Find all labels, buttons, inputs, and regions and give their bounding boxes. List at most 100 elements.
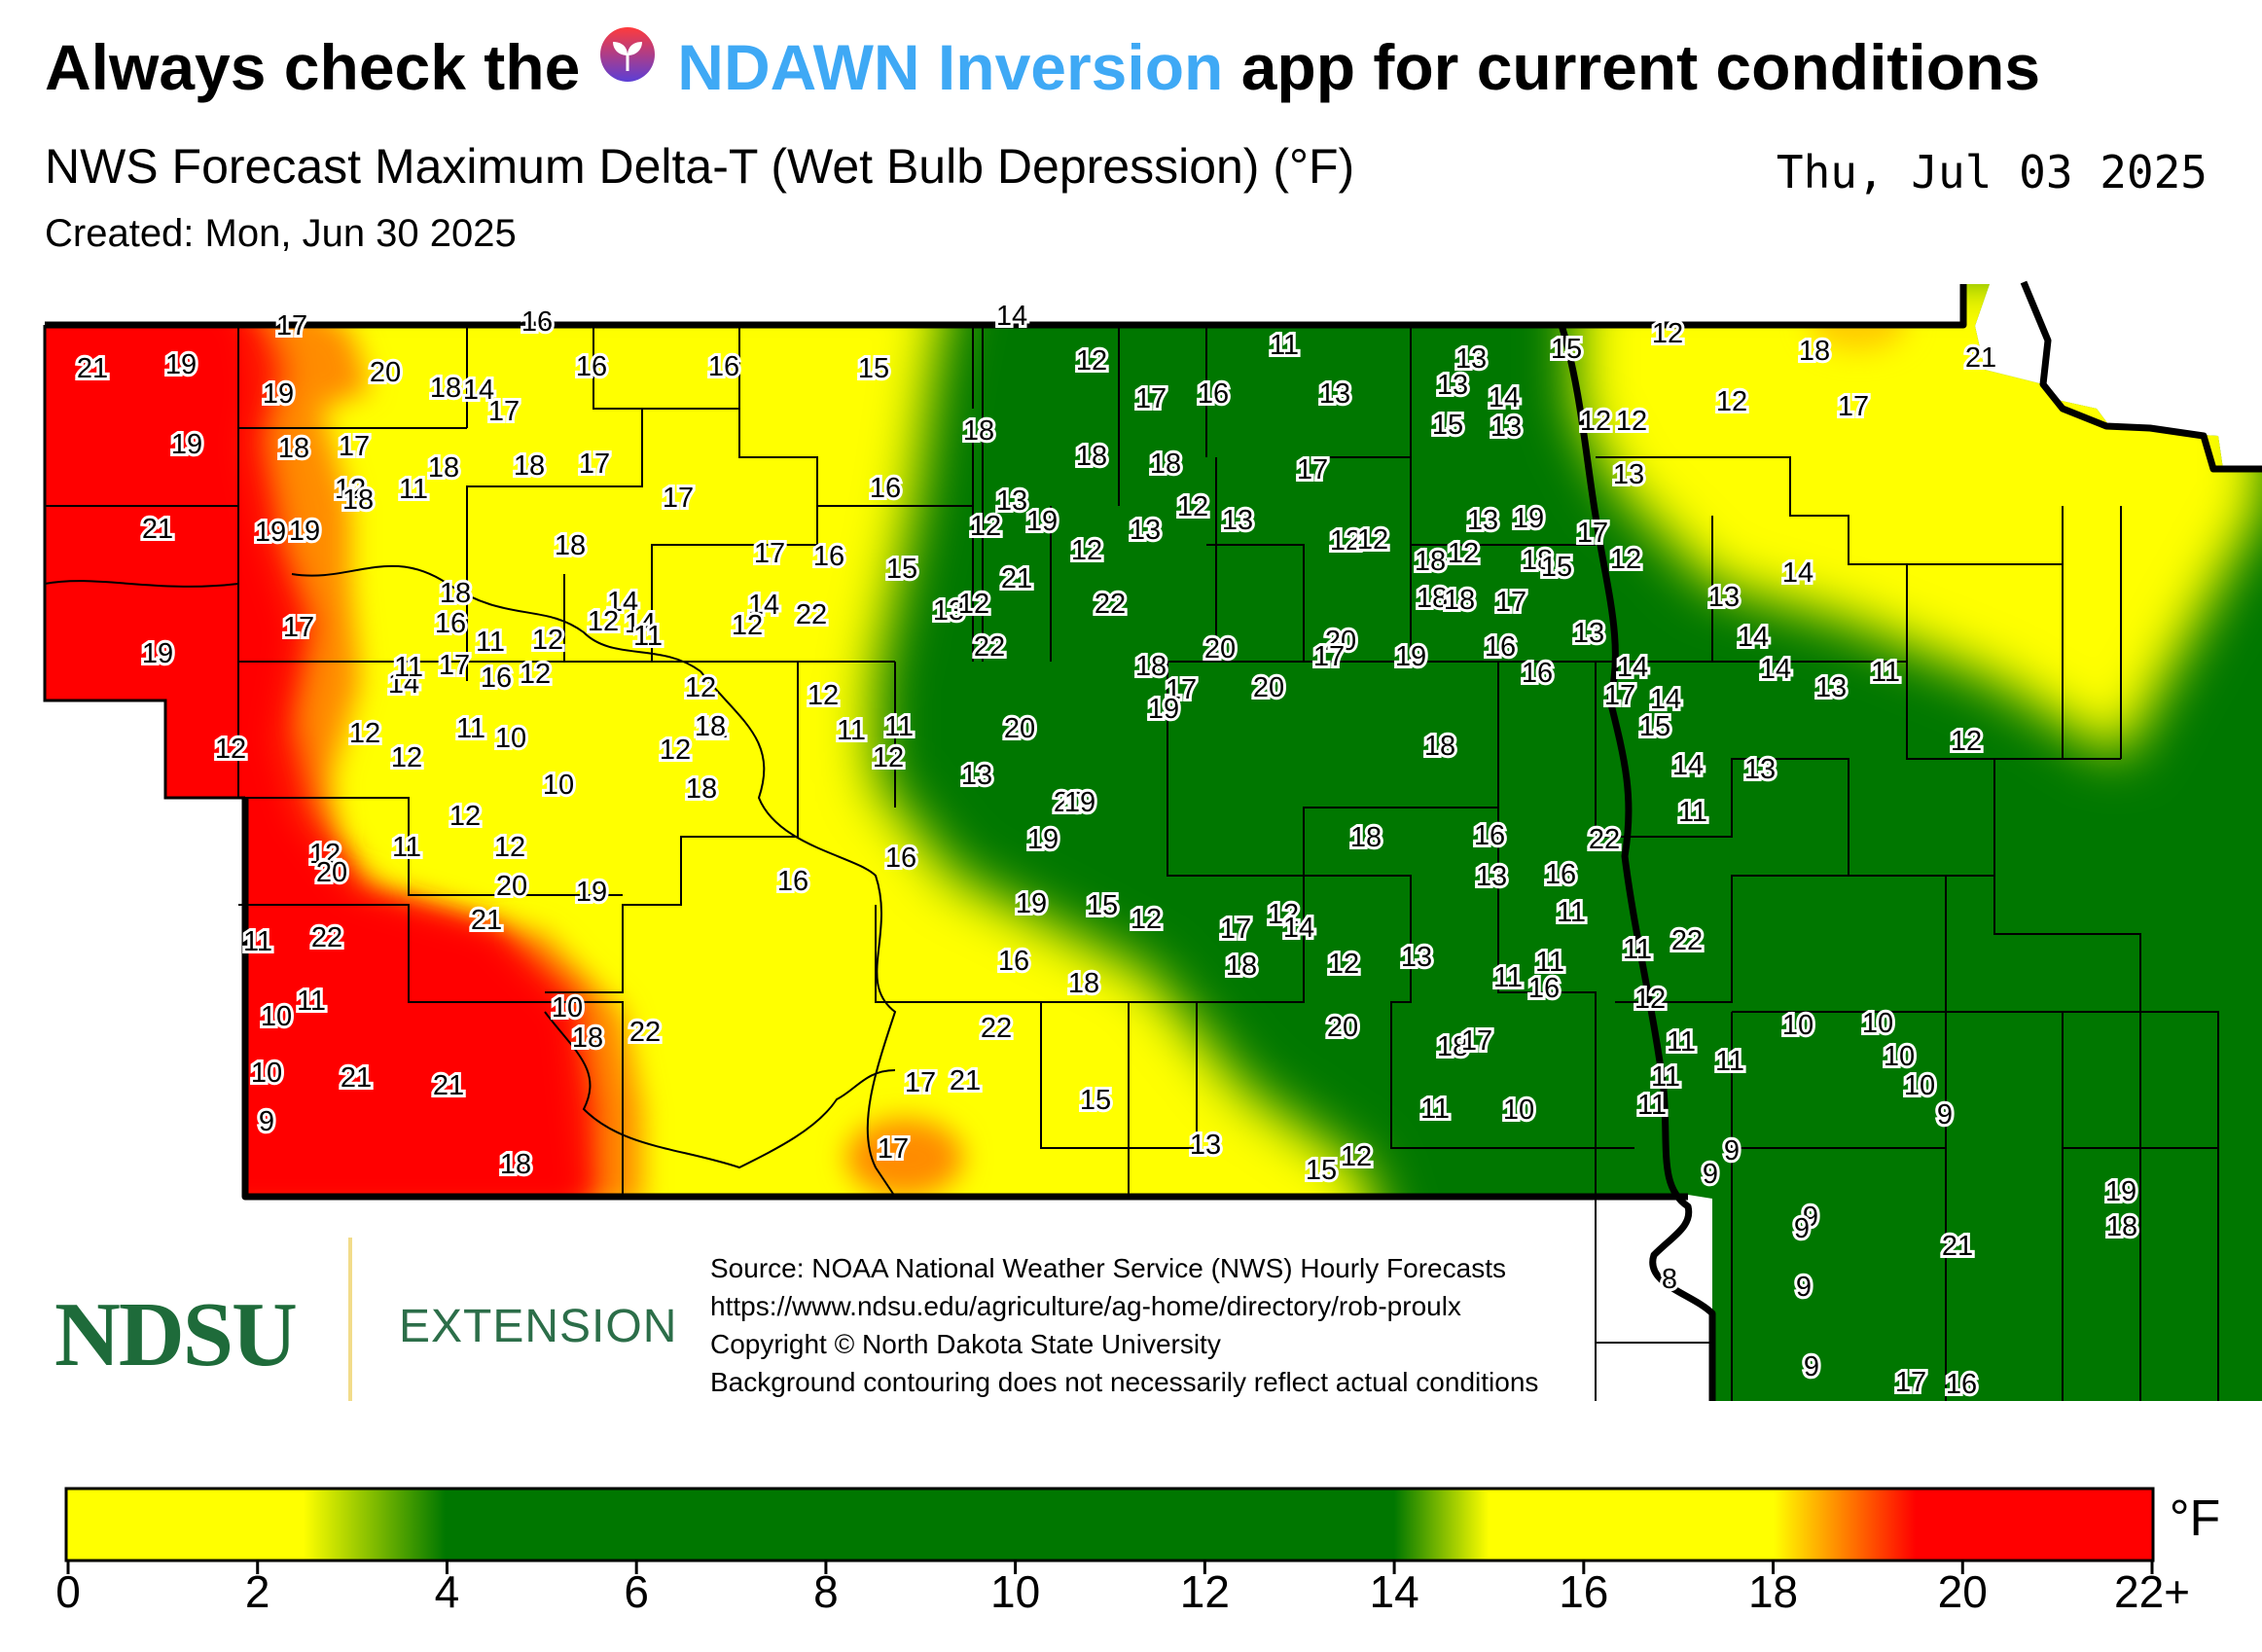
station-value: 9	[1724, 1135, 1740, 1167]
source-line: Source: NOAA National Weather Service (N…	[710, 1253, 1506, 1283]
station-value: 18	[1522, 545, 1553, 576]
station-value: 17	[754, 538, 785, 569]
station-value: 17	[663, 483, 694, 514]
station-value: 18	[686, 773, 717, 805]
station-value: 14	[1489, 382, 1520, 413]
station-value: 17	[339, 431, 370, 462]
station-value: 18	[1135, 651, 1167, 682]
station-value: 10	[1884, 1041, 1915, 1072]
station-value: 22	[981, 1013, 1012, 1044]
station-value: 11	[884, 711, 914, 742]
station-value: 21	[433, 1070, 464, 1101]
station-value: 18	[1226, 951, 1257, 982]
colorbar-tick-label: 18	[1748, 1566, 1798, 1617]
station-value: 17	[1135, 383, 1167, 414]
station-value: 9	[1796, 1272, 1812, 1303]
station-value: 10	[261, 1001, 292, 1032]
station-value: 18	[963, 415, 994, 447]
station-value: 11	[837, 715, 866, 746]
station-value: 9	[1794, 1213, 1810, 1244]
station-value: 18	[1350, 822, 1382, 853]
station-value: 18	[1415, 546, 1446, 577]
station-value: 16	[777, 866, 808, 897]
colorbar-tick-label: 22+	[2114, 1566, 2190, 1617]
station-value: 18	[1437, 1031, 1468, 1062]
extension-logo-text: EXTENSION	[399, 1301, 678, 1352]
station-value: 12	[532, 625, 563, 656]
station-value: 11	[1535, 947, 1564, 978]
station-value: 13	[1437, 370, 1468, 401]
station-value: 19	[171, 429, 202, 460]
station-value: 21	[950, 1065, 981, 1096]
station-value: 21	[341, 1062, 372, 1094]
station-value: 11	[1667, 1026, 1696, 1058]
station-value: 15	[1541, 552, 1572, 583]
station-value: 11	[1678, 797, 1707, 828]
station-value: 15	[1432, 410, 1463, 441]
station-value: 14	[1672, 750, 1704, 781]
station-value: 21	[77, 353, 108, 384]
station-value: 13	[1573, 618, 1604, 649]
station-value: 18	[1068, 968, 1099, 999]
station-value: 12	[1580, 406, 1611, 437]
headline-suffix: app for current conditions	[1240, 31, 2041, 103]
station-value: 11	[297, 986, 326, 1017]
station-value: 15	[1087, 890, 1118, 921]
station-value: 15	[858, 353, 889, 384]
station-value: 17	[276, 310, 307, 341]
station-value: 15	[1551, 334, 1582, 365]
station-value: 13	[1401, 942, 1432, 973]
station-value: 12	[1076, 345, 1107, 377]
station-value: 13	[1708, 582, 1740, 613]
station-value: 12	[1131, 904, 1162, 935]
colorbar-tick-label: 20	[1938, 1566, 1988, 1617]
app-name-link[interactable]: NDAWN Inversion	[677, 31, 1224, 103]
station-value: 21	[1001, 563, 1032, 594]
station-value: 12	[1951, 726, 1982, 757]
station-value: 12	[1177, 491, 1208, 522]
station-value: 19	[165, 349, 197, 380]
station-value: 12	[958, 589, 989, 620]
station-value: 12	[391, 742, 422, 773]
station-value: 12	[1330, 525, 1361, 557]
station-value: 19	[142, 638, 173, 669]
station-value: 11	[476, 627, 505, 658]
station-value: 17	[1838, 391, 1869, 422]
seedling-drop-icon	[599, 23, 656, 82]
station-value: 12	[1328, 949, 1359, 980]
station-value: 14	[1617, 652, 1648, 683]
station-value: 13	[1319, 378, 1350, 410]
station-value: 13	[1490, 412, 1522, 443]
logo-divider	[348, 1238, 352, 1401]
station-value: 18	[1424, 731, 1455, 762]
station-value: 11	[399, 474, 428, 505]
source-url[interactable]: https://www.ndsu.edu/agriculture/ag-home…	[710, 1291, 1461, 1321]
station-value: 13	[1744, 754, 1776, 785]
station-value: 18	[555, 530, 586, 561]
station-value: 12	[685, 672, 716, 703]
station-value: 18	[430, 373, 461, 404]
station-value: 11	[1637, 1090, 1667, 1121]
station-value: 22	[1095, 589, 1126, 620]
station-value: 21	[471, 905, 502, 936]
disclaimer-line: Background contouring does not necessari…	[710, 1367, 1539, 1397]
station-value: 16	[1528, 973, 1560, 1004]
station-value: 18	[1444, 585, 1475, 616]
station-value: 19	[1395, 641, 1426, 672]
station-value: 18	[1076, 441, 1107, 472]
station-value: 8	[1662, 1264, 1677, 1295]
station-value: 13	[1613, 459, 1644, 490]
station-value: 11	[1493, 962, 1523, 993]
station-value: 19	[2105, 1176, 2136, 1207]
station-value: 10	[251, 1058, 282, 1089]
colorbar-tick-label: 6	[624, 1566, 649, 1617]
station-value: 16	[1946, 1369, 1977, 1400]
station-value: 12	[1357, 524, 1388, 556]
station-value: 12	[970, 511, 1001, 542]
station-value: 12	[1634, 984, 1666, 1015]
station-value: 19	[1148, 694, 1179, 725]
station-value: 11	[392, 832, 421, 863]
station-value: 21	[1965, 342, 1996, 374]
station-value: 12	[660, 735, 691, 766]
station-value: 13	[1190, 1130, 1221, 1161]
